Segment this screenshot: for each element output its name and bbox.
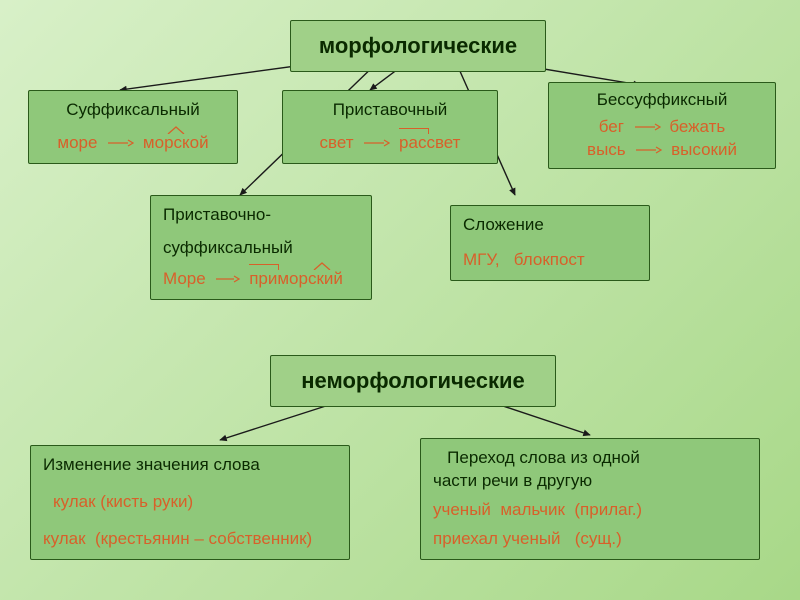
header2-text: неморфологические [301, 368, 524, 393]
box-meaning: Изменение значения слова кулак (кисть ру… [30, 445, 350, 560]
meaning-ex2: кулак (крестьянин – собственник) [43, 528, 337, 551]
arrow-icon [106, 138, 134, 148]
prefsuf-example: Море приморский [163, 268, 359, 291]
conversion-ex1: ученый мальчик (прилаг.) [433, 499, 747, 522]
conversion-title2: части речи в другую [433, 470, 747, 493]
arrow-icon [634, 145, 662, 155]
nosuffix-title: Бессуффиксный [559, 89, 765, 112]
box-suffix: Суффиксальный море морской [28, 90, 238, 164]
header-nonmorphological: неморфологические [270, 355, 556, 407]
suffix-title: Суффиксальный [41, 99, 225, 122]
suffix-to: морской [143, 132, 209, 155]
box-prefix: Приставочный свет рассвет [282, 90, 498, 164]
prefix-title: Приставочный [295, 99, 485, 122]
meaning-title: Изменение значения слова [43, 454, 337, 477]
box-nosuffix: Бессуффиксный бег бежать высь высокий [548, 82, 776, 169]
arrow-icon [362, 138, 390, 148]
box-conversion: Переход слова из одной части речи в друг… [420, 438, 760, 560]
conversion-ex2: приехал ученый (сущ.) [433, 528, 747, 551]
prefix-from: свет [320, 133, 354, 152]
prefsuf-from: Море [163, 269, 206, 288]
compound-example: МГУ, блокпост [463, 249, 637, 272]
arrow-icon [214, 274, 240, 284]
arrow-icon [633, 122, 661, 132]
header1-text: морфологические [319, 33, 517, 58]
nosuffix-ex1: бег бежать [559, 116, 765, 139]
compound-title: Сложение [463, 214, 637, 237]
meaning-ex1: кулак (кисть руки) [43, 491, 337, 514]
conversion-title1: Переход слова из одной [433, 447, 747, 470]
prefix-to: рассвет [399, 132, 460, 155]
prefsuf-title1: Приставочно- [163, 204, 359, 227]
box-compound: Сложение МГУ, блокпост [450, 205, 650, 281]
header-morphological: морфологические [290, 20, 546, 72]
suffix-example: море морской [41, 132, 225, 155]
suffix-from: море [57, 133, 97, 152]
nosuffix-ex2: высь высокий [559, 139, 765, 162]
prefsuf-title2: суффиксальный [163, 237, 359, 260]
prefsuf-to: приморский [249, 268, 343, 291]
prefix-example: свет рассвет [295, 132, 485, 155]
box-prefsuf: Приставочно- суффиксальный Море приморск… [150, 195, 372, 300]
